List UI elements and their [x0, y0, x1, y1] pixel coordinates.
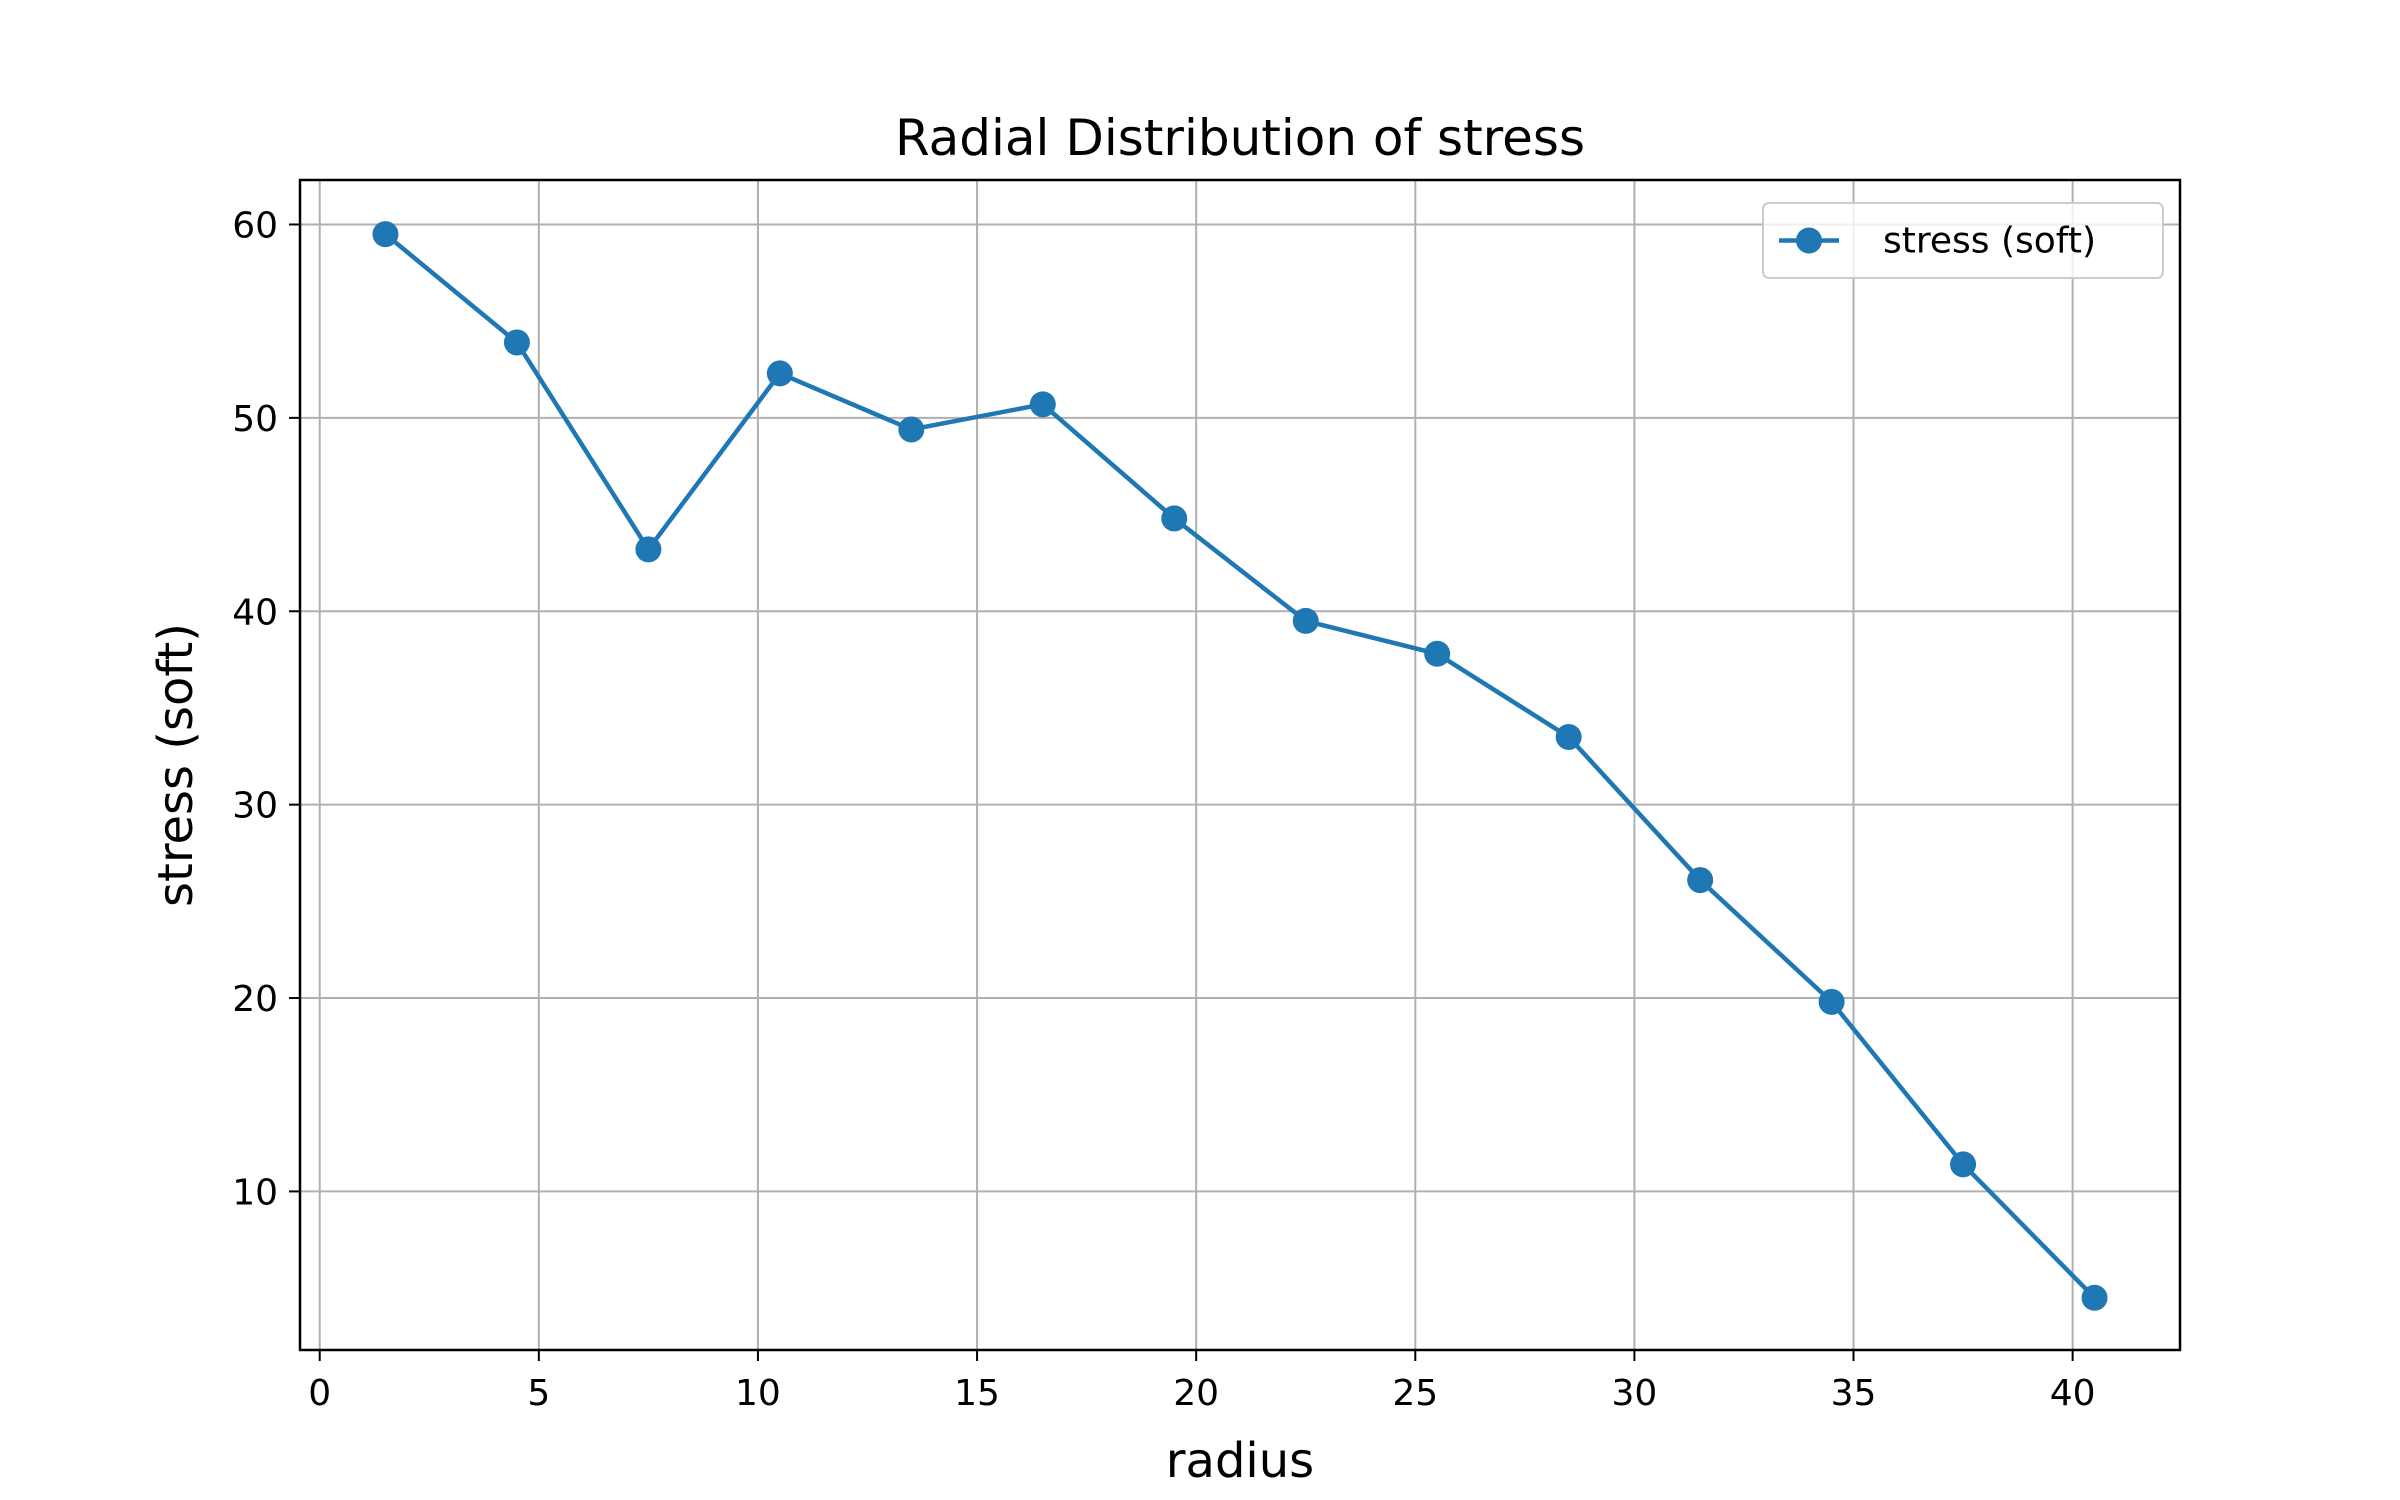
plot-area: [372, 221, 2108, 1311]
data-point: [503, 329, 530, 356]
y-tick-label: 60: [232, 205, 278, 246]
x-tick-label: 40: [2050, 1373, 2096, 1414]
data-point: [1029, 391, 1056, 418]
y-axis-label: stress (soft): [148, 623, 204, 907]
data-point: [1687, 867, 1714, 894]
series-line: [384, 232, 2097, 1300]
x-tick-label: 15: [954, 1373, 1000, 1414]
y-tick-label: 40: [232, 592, 278, 633]
x-tick-label: 5: [527, 1373, 550, 1414]
legend: stress (soft): [1762, 202, 2164, 279]
data-point: [1292, 607, 1319, 634]
y-tick-label: 20: [232, 979, 278, 1020]
data-point: [635, 536, 662, 563]
y-axis: 10 20 30 40 50 60: [232, 205, 300, 1213]
data-point: [1555, 723, 1582, 750]
chart-title: Radial Distribution of stress: [895, 109, 1585, 167]
x-axis-label: radius: [1166, 1433, 1314, 1489]
x-tick-label: 30: [1611, 1373, 1657, 1414]
data-point: [766, 360, 793, 387]
x-tick-label: 35: [1831, 1373, 1877, 1414]
data-point: [372, 221, 399, 248]
legend-label: stress (soft): [1883, 221, 2096, 262]
y-tick-label: 10: [232, 1172, 278, 1213]
x-tick-label: 20: [1173, 1373, 1219, 1414]
data-point: [1818, 988, 1845, 1015]
x-tick-label: 10: [735, 1373, 781, 1414]
grid: [300, 180, 2180, 1350]
x-tick-label: 25: [1392, 1373, 1438, 1414]
data-point: [1161, 505, 1188, 532]
data-point: [1950, 1151, 1977, 1178]
legend-box: [1762, 202, 2164, 279]
data-point: [1424, 640, 1451, 667]
y-tick-label: 30: [232, 786, 278, 827]
data-point: [2081, 1284, 2108, 1311]
y-tick-label: 50: [232, 399, 278, 440]
axes-frame: [298, 178, 2182, 1352]
legend-marker: [1796, 227, 1822, 254]
x-tick-label: 0: [308, 1373, 331, 1414]
data-point: [898, 416, 925, 443]
x-axis: 0 5 10 15 20 25 30 35 40: [308, 1350, 2096, 1414]
